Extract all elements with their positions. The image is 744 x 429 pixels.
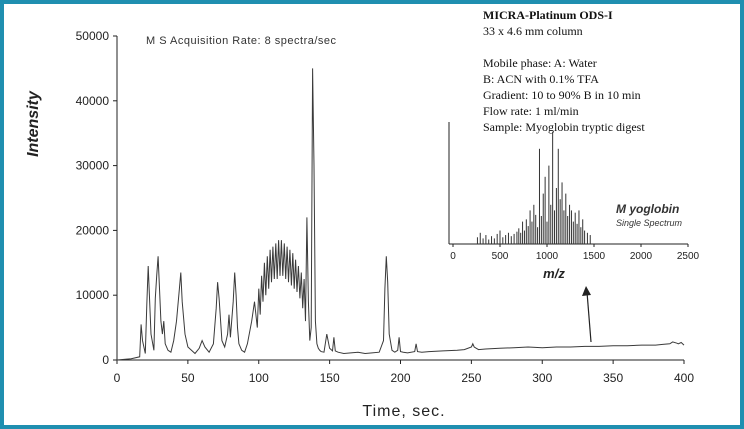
inset-tick-label: 2500 — [677, 251, 700, 262]
y-ticks: 0 10000 20000 30000 40000 50000 — [76, 29, 117, 367]
y-tick-label: 20000 — [76, 223, 110, 237]
inset-spectrum-bars — [476, 132, 591, 244]
x-tick-label: 250 — [461, 371, 481, 385]
x-axis-label: Time, sec. — [362, 403, 445, 420]
info-line-sample: Sample: Myoglobin tryptic digest — [483, 120, 645, 134]
y-axis-label: Intensity — [25, 90, 42, 157]
x-tick-label: 150 — [320, 371, 340, 385]
x-tick-label: 350 — [603, 371, 623, 385]
inset-tick-label: 500 — [492, 251, 509, 262]
chromatogram-trace — [116, 68, 685, 361]
y-tick-label: 50000 — [76, 29, 110, 43]
inset-subtitle: Single Spectrum — [616, 218, 683, 228]
x-ticks: 0 50 100 150 200 250 300 350 400 — [114, 360, 694, 385]
column-title: MICRA-Platinum ODS-I — [483, 8, 613, 22]
arrow-shaft — [586, 291, 592, 343]
x-tick-label: 300 — [532, 371, 552, 385]
info-line-flow-rate: Flow rate: 1 ml/min — [483, 104, 579, 118]
arrow-head — [582, 286, 591, 296]
inset-tick-label: 1500 — [583, 251, 606, 262]
acquisition-rate-note: M S Acquisition Rate: 8 spectra/sec — [146, 35, 337, 47]
info-line-solvent-b: B: ACN with 0.1% TFA — [483, 72, 599, 86]
x-tick-label: 50 — [181, 371, 195, 385]
y-tick-label: 0 — [102, 353, 109, 367]
info-line-mobile-phase: Mobile phase: A: Water — [483, 56, 597, 70]
inset-x-axis-label: m/z — [543, 266, 565, 281]
y-tick-label: 40000 — [76, 94, 110, 108]
inset-tick-label: 2000 — [630, 251, 653, 262]
x-tick-label: 400 — [674, 371, 694, 385]
inset-x-ticks: 0 500 1000 1500 2000 2500 — [450, 244, 700, 262]
y-tick-label: 10000 — [76, 288, 110, 302]
x-tick-label: 100 — [249, 371, 269, 385]
y-tick-label: 30000 — [76, 159, 110, 173]
info-line-gradient: Gradient: 10 to 90% B in 10 min — [483, 88, 641, 102]
inset-tick-label: 0 — [450, 251, 456, 262]
info-line-column: 33 x 4.6 mm column — [483, 24, 583, 38]
inset-tick-label: 1000 — [536, 251, 559, 262]
x-tick-label: 200 — [390, 371, 410, 385]
x-tick-label: 0 — [114, 371, 121, 385]
inset-title: M yoglobin — [616, 202, 679, 216]
